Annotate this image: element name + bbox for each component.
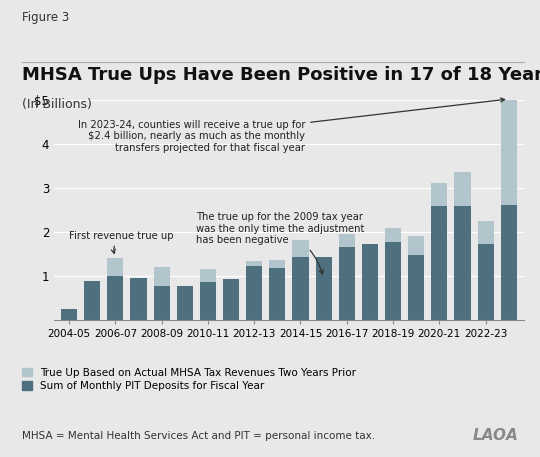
Bar: [477, 244, 494, 320]
Bar: [107, 258, 124, 276]
Bar: [431, 207, 448, 320]
Bar: [223, 279, 239, 320]
Text: Figure 3: Figure 3: [22, 11, 69, 24]
Bar: [153, 267, 170, 286]
Bar: [246, 266, 262, 320]
Legend: True Up Based on Actual MHSA Tax Revenues Two Years Prior, Sum of Monthly PIT De: True Up Based on Actual MHSA Tax Revenue…: [22, 368, 356, 391]
Bar: [385, 242, 401, 320]
Bar: [269, 260, 286, 268]
Bar: [501, 100, 517, 205]
Bar: [477, 221, 494, 244]
Bar: [315, 257, 332, 320]
Bar: [269, 268, 286, 320]
Text: MHSA True Ups Have Been Positive in 17 of 18 Years: MHSA True Ups Have Been Positive in 17 o…: [22, 66, 540, 84]
Bar: [153, 286, 170, 320]
Text: (In Billions): (In Billions): [22, 98, 91, 111]
Bar: [292, 240, 308, 257]
Bar: [454, 207, 470, 320]
Bar: [246, 261, 262, 266]
Bar: [177, 286, 193, 320]
Bar: [454, 172, 470, 207]
Bar: [385, 228, 401, 242]
Bar: [408, 236, 424, 255]
Bar: [200, 269, 216, 282]
Bar: [362, 244, 378, 320]
Bar: [292, 257, 308, 320]
Text: The true up for the 2009 tax year
was the only time the adjustment
has been nega: The true up for the 2009 tax year was th…: [197, 212, 364, 274]
Bar: [107, 276, 124, 320]
Text: LAOA: LAOA: [472, 428, 518, 443]
Bar: [339, 234, 355, 247]
Text: In 2023-24, counties will receive a true up for
$2.4 billion, nearly as much as : In 2023-24, counties will receive a true…: [78, 98, 504, 153]
Text: MHSA = Mental Health Services Act and PIT = personal income tax.: MHSA = Mental Health Services Act and PI…: [22, 431, 375, 441]
Bar: [339, 247, 355, 320]
Bar: [408, 255, 424, 320]
Bar: [84, 281, 100, 320]
Bar: [130, 278, 146, 320]
Bar: [61, 309, 77, 320]
Bar: [501, 205, 517, 320]
Bar: [200, 282, 216, 320]
Text: First revenue true up: First revenue true up: [69, 231, 173, 253]
Bar: [431, 183, 448, 207]
